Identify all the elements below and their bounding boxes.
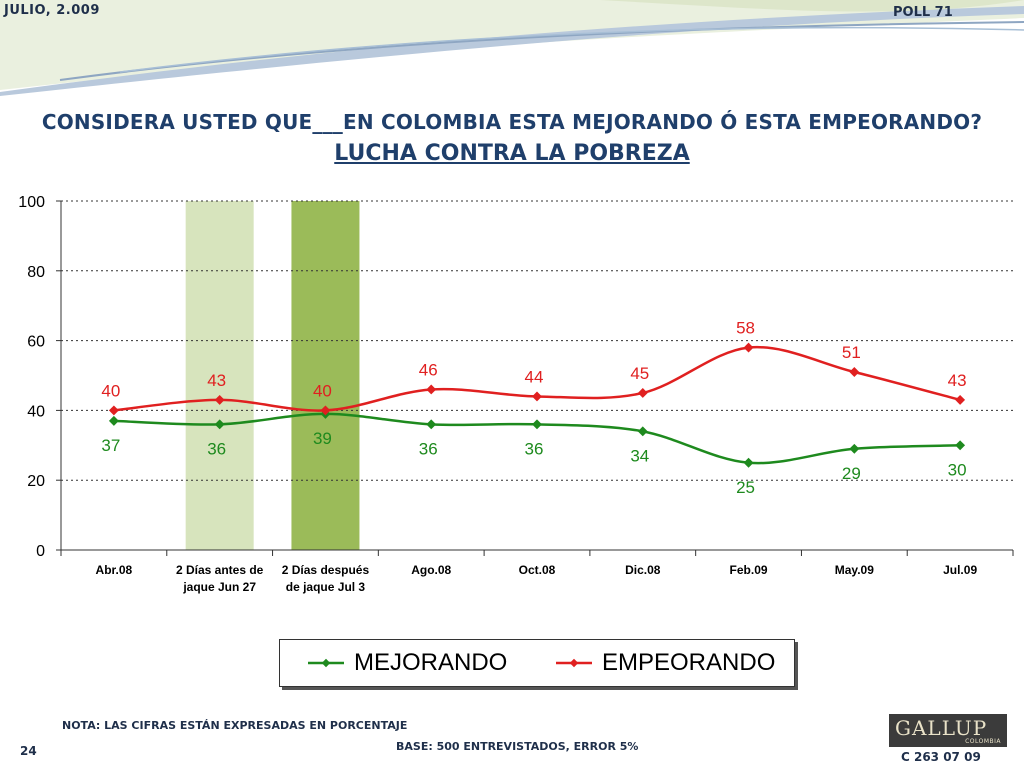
x-tick-label: Jul.09 — [943, 563, 977, 577]
y-tick-label: 40 — [27, 403, 45, 420]
header-swoosh-decoration — [0, 0, 1024, 96]
x-tick-label: Feb.09 — [730, 563, 768, 577]
data-label-empeorando: 58 — [736, 319, 755, 338]
y-tick-label: 100 — [18, 194, 45, 211]
data-point-empeorando — [426, 384, 437, 395]
data-label-mejorando: 39 — [313, 429, 332, 448]
data-point-empeorando — [214, 394, 225, 405]
data-point-mejorando — [426, 419, 437, 430]
data-label-empeorando: 43 — [207, 371, 226, 390]
data-label-empeorando: 46 — [419, 360, 438, 379]
data-point-mejorando — [955, 440, 966, 451]
data-label-empeorando: 51 — [842, 343, 861, 362]
data-point-mejorando — [532, 419, 542, 430]
slide-number: 24 — [20, 744, 37, 758]
x-tick-label: May.09 — [835, 563, 874, 577]
document-code: C 263 07 09 — [901, 750, 981, 764]
y-tick-label: 0 — [36, 543, 45, 560]
gallup-logo: GALLUP COLOMBIA — [889, 714, 1007, 747]
data-point-empeorando — [108, 405, 119, 416]
logo-text: GALLUP — [895, 716, 988, 740]
data-point-empeorando — [532, 391, 542, 402]
data-label-empeorando: 44 — [525, 367, 544, 386]
data-point-empeorando — [955, 394, 966, 405]
data-point-mejorando — [849, 443, 860, 454]
data-label-mejorando: 29 — [842, 464, 861, 483]
data-point-empeorando — [743, 342, 754, 353]
data-label-mejorando: 36 — [419, 439, 438, 458]
sample-base: BASE: 500 ENTREVISTADOS, ERROR 5% — [396, 740, 639, 753]
data-label-mejorando: 34 — [630, 446, 649, 465]
logo-subtext: COLOMBIA — [965, 738, 1001, 745]
x-tick-label: Dic.08 — [625, 563, 661, 577]
highlight-band — [291, 201, 360, 550]
legend-marker-empeorando — [556, 658, 592, 668]
data-point-empeorando — [849, 367, 860, 377]
x-tick-label: Ago.08 — [411, 563, 451, 577]
legend-label-empeorando: EMPEORANDO — [602, 649, 776, 676]
x-tick-label: jaque Jun 27 — [182, 580, 256, 594]
y-tick-label: 80 — [27, 264, 45, 281]
chart-legend: MEJORANDO EMPEORANDO — [279, 639, 795, 687]
poll-number: POLL 71 — [893, 5, 953, 20]
highlight-band — [185, 201, 254, 550]
x-tick-label: Abr.08 — [96, 563, 133, 577]
y-tick-label: 20 — [27, 473, 45, 490]
data-label-empeorando: 43 — [948, 371, 967, 390]
data-label-mejorando: 25 — [736, 478, 755, 497]
data-label-empeorando: 40 — [101, 381, 120, 400]
data-label-mejorando: 36 — [207, 439, 226, 458]
data-label-mejorando: 30 — [948, 460, 967, 479]
legend-item-mejorando: MEJORANDO — [308, 640, 507, 686]
data-point-mejorando — [108, 415, 119, 426]
x-tick-label: Oct.08 — [519, 563, 556, 577]
legend-marker-mejorando — [308, 658, 344, 668]
legend-label-mejorando: MEJORANDO — [354, 649, 508, 676]
x-tick-label: 2 Días antes de — [176, 563, 264, 577]
data-label-mejorando: 36 — [525, 439, 544, 458]
report-date: JULIO, 2.009 — [4, 3, 100, 18]
x-tick-label: 2 Días después — [282, 563, 370, 577]
chart-subtitle: LUCHA CONTRA LA POBREZA — [334, 141, 690, 166]
data-label-empeorando: 45 — [630, 364, 649, 383]
data-point-mejorando — [743, 457, 754, 468]
data-point-empeorando — [320, 405, 331, 416]
data-point-mejorando — [637, 426, 648, 437]
survey-question: CONSIDERA USTED QUE___EN COLOMBIA ESTA M… — [41, 110, 983, 134]
legend-item-empeorando: EMPEORANDO — [556, 640, 775, 686]
data-label-empeorando: 40 — [313, 381, 332, 400]
data-point-mejorando — [214, 419, 225, 430]
data-point-empeorando — [637, 388, 648, 398]
footnote: NOTA: LAS CIFRAS ESTÁN EXPRESADAS EN POR… — [62, 719, 408, 732]
data-label-mejorando: 37 — [101, 436, 120, 455]
line-chart: 0 20 40 60 80 100 Abr.08 2 Días antes de jaque J… — [18, 194, 1014, 594]
x-tick-label: de jaque Jul 3 — [286, 580, 366, 594]
y-tick-label: 60 — [27, 334, 45, 351]
